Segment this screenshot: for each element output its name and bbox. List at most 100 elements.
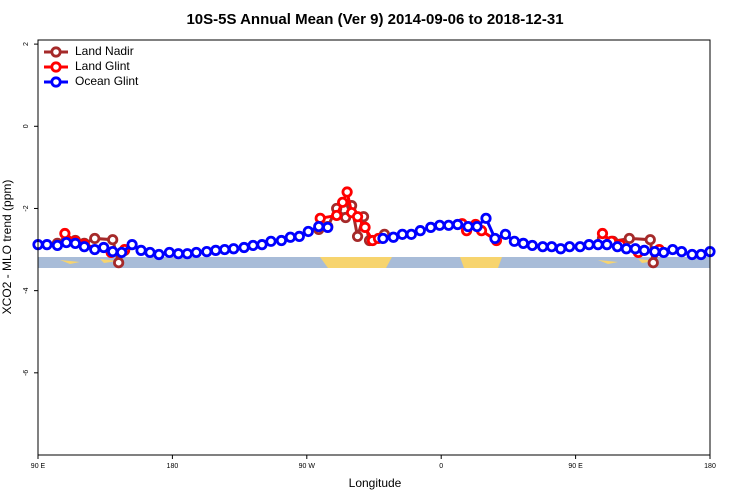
marker <box>107 234 119 246</box>
marker <box>629 243 641 255</box>
marker <box>686 248 698 261</box>
map-strip <box>38 257 710 268</box>
marker <box>695 248 707 261</box>
marker <box>247 239 259 252</box>
marker <box>359 221 371 233</box>
marker <box>69 237 81 249</box>
marker <box>98 241 110 254</box>
marker <box>51 239 64 252</box>
marker <box>555 243 567 255</box>
marker <box>537 241 549 253</box>
marker <box>676 246 688 258</box>
marker <box>596 227 609 240</box>
y-tick-label: -4 <box>23 287 30 293</box>
marker <box>153 248 165 261</box>
chart-title: 10S-5S Annual Mean (Ver 9) 2014-09-06 to… <box>186 11 563 28</box>
x-tick-label: 180 <box>704 463 716 470</box>
marker <box>78 241 90 253</box>
marker <box>219 243 231 256</box>
marker <box>517 237 529 249</box>
marker <box>163 246 176 259</box>
marker <box>59 227 71 240</box>
marker <box>396 228 408 240</box>
plot-frame <box>37 39 711 456</box>
marker <box>201 246 213 258</box>
marker <box>462 220 474 233</box>
marker <box>135 244 147 256</box>
marker <box>425 221 437 233</box>
y-tick-label: -6 <box>23 370 30 376</box>
marker <box>574 241 586 253</box>
marker <box>284 231 296 243</box>
marker <box>293 230 305 243</box>
marker <box>649 246 661 258</box>
marker <box>546 241 558 253</box>
marker <box>265 235 277 247</box>
marker <box>480 212 492 224</box>
marker <box>60 236 72 249</box>
marker <box>144 246 156 259</box>
x-tick-label: 0 <box>439 463 443 470</box>
marker <box>638 244 650 256</box>
x-tick-label: 90 E <box>31 463 46 470</box>
marker <box>443 219 455 231</box>
x-tick-label: 90 W <box>299 463 316 470</box>
indonesia <box>598 259 656 264</box>
legend-label: Land Nadir <box>75 44 134 58</box>
marker <box>172 248 184 260</box>
marker <box>313 220 325 233</box>
legend-label: Land Glint <box>75 59 130 73</box>
marker <box>331 209 343 222</box>
marker <box>351 230 364 243</box>
marker <box>644 234 656 246</box>
marker <box>41 239 53 251</box>
marker <box>181 248 193 260</box>
marker <box>611 241 624 253</box>
marker <box>592 239 604 251</box>
y-axis-label: XCO2 - MLO trend (ppm) <box>0 180 14 315</box>
legend-marker <box>50 46 62 58</box>
marker <box>337 196 349 208</box>
legend-marker <box>50 61 62 73</box>
marker <box>210 244 222 256</box>
marker <box>341 186 353 198</box>
y-tick-label: 2 <box>23 42 30 46</box>
marker <box>452 218 464 231</box>
marker <box>256 239 268 251</box>
marker <box>126 239 138 251</box>
marker <box>667 243 679 256</box>
marker <box>387 231 400 243</box>
marker <box>228 243 240 255</box>
marker <box>623 232 635 245</box>
marker <box>499 228 512 240</box>
marker <box>620 243 632 255</box>
x-tick-label: 90 E <box>568 463 583 470</box>
marker <box>414 225 426 237</box>
plot-area <box>32 186 716 269</box>
marker <box>583 239 595 251</box>
y-tick-label: -2 <box>23 205 30 211</box>
marker <box>351 211 364 223</box>
marker <box>302 225 314 238</box>
marker <box>489 232 501 245</box>
marker <box>658 246 670 259</box>
marker <box>89 232 101 245</box>
marker <box>238 241 250 254</box>
indonesia <box>60 259 118 264</box>
marker <box>190 246 202 259</box>
x-tick-label: 180 <box>167 463 179 470</box>
marker <box>526 239 538 252</box>
marker <box>113 257 125 269</box>
marker <box>89 243 101 256</box>
marker <box>405 228 417 240</box>
marker <box>434 219 446 231</box>
africa <box>460 257 502 268</box>
marker <box>377 232 389 245</box>
marker <box>107 246 119 258</box>
marker <box>601 239 613 251</box>
marker <box>275 234 288 247</box>
marker <box>471 220 483 233</box>
marker <box>508 235 520 247</box>
